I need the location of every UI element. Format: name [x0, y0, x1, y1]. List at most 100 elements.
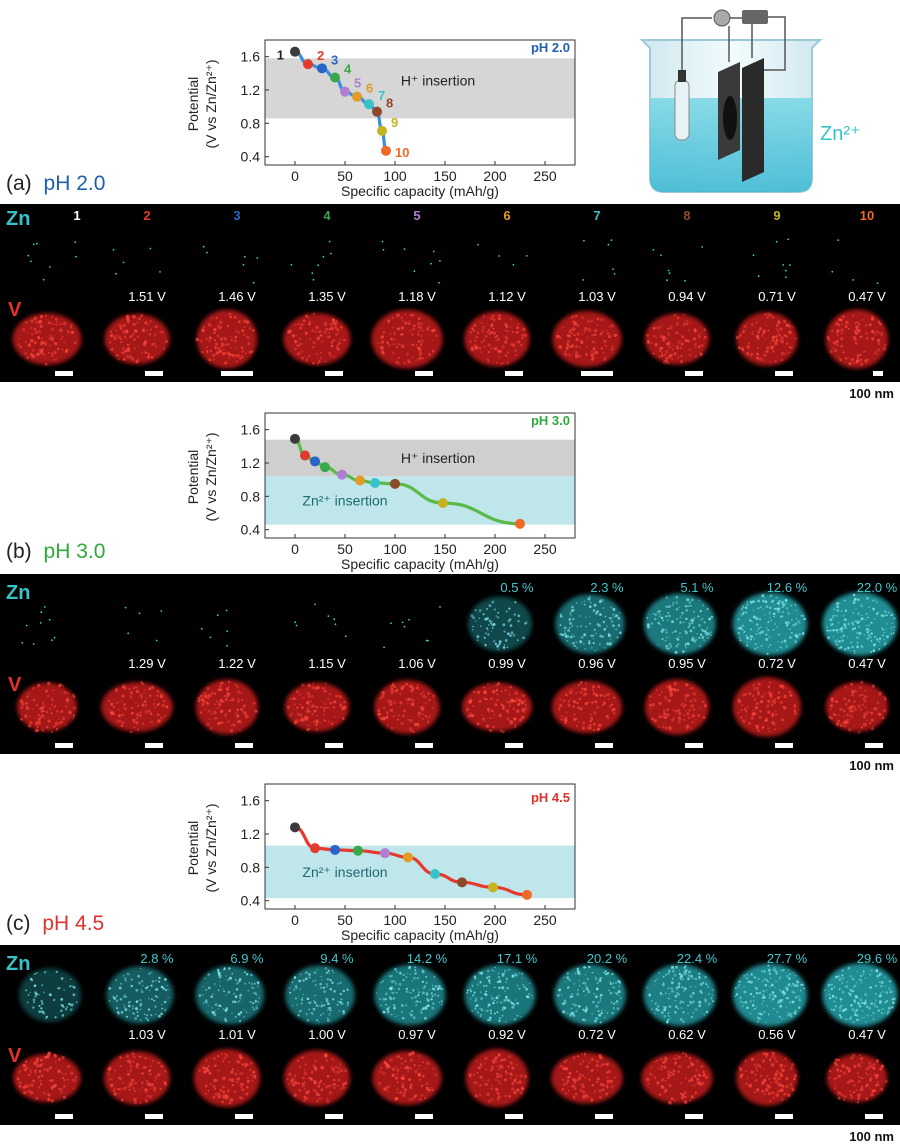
panel-a-label: (a) pH 2.0 [6, 172, 105, 196]
panel-b-label: (b) pH 3.0 [6, 540, 105, 564]
strip-c-v-map-10 [826, 1053, 888, 1104]
strip-c-zn-percent-2: 2.8 % [140, 951, 174, 966]
strip-a-voltage-7: 1.03 V [578, 289, 616, 304]
strip-c-zn-percent-6: 17.1 % [497, 951, 538, 966]
plot-b-xtick-1: 50 [337, 541, 353, 557]
strip-a-v-map-9 [735, 312, 798, 366]
plot-a-point-1 [290, 46, 300, 57]
strip-c-v-map-3 [193, 1049, 261, 1107]
strip-a-number-2: 2 [143, 208, 150, 223]
strip-c-zn-map-10 [822, 963, 898, 1027]
plot-a-point-2 [303, 59, 313, 70]
plot-c-ylabel-2: (V vs Zn/Zn²⁺) [203, 803, 219, 892]
plot-c-frame [264, 783, 576, 910]
strip-a-v-map-10 [825, 309, 889, 369]
strip-a-zn-map-5 [381, 240, 441, 284]
plot-c-yticks: 0.4 0.8 1.2 1.6 [241, 793, 269, 909]
strip-b-scalebar-6 [505, 743, 523, 748]
strip-b-voltage-10: 0.47 V [848, 656, 886, 671]
strip-a-scalebar-5 [415, 371, 433, 376]
strip-a-voltage-5: 1.18 V [398, 289, 436, 304]
plot-a-point-label-4: 4 [344, 62, 352, 77]
strip-a-voltage-3: 1.46 V [218, 289, 256, 304]
strip-c-voltage-10: 0.47 V [848, 1027, 886, 1042]
strip-b-v-map-9 [732, 677, 802, 737]
plot-c-point-1 [290, 822, 300, 833]
plot-a-ylabel-1: Potential [185, 77, 201, 131]
strip-b-scalebar-9 [775, 743, 793, 748]
plot-b-yticks: 0.4 0.8 1.2 1.6 [241, 422, 269, 538]
strip-a-v-map-3 [195, 309, 258, 369]
strip-b-zn-map-8 [644, 593, 716, 655]
strip-a: Zn V 1 2 1.51 V 3 1.46 V 4 1.35 V 5 1.18 V 6 1.12 … [0, 204, 900, 382]
strip-a-zn-map-3 [202, 245, 259, 284]
strip-a-scalebar-1 [55, 371, 73, 376]
panel-b-letter: (b) [6, 540, 32, 563]
strip-c-zn-map-4 [285, 965, 355, 1025]
strip-b-zn-map-6 [468, 596, 532, 652]
plot-b-ytick-1: 0.8 [241, 488, 261, 504]
plot-c-point-9 [488, 882, 498, 893]
strip-a-number-8: 8 [683, 208, 690, 223]
plot-b-band-label-0: H⁺ insertion [401, 450, 475, 466]
strip-a-voltage-4: 1.35 V [308, 289, 346, 304]
plot-b-point-10 [515, 518, 525, 529]
plot-b-frame [264, 412, 576, 539]
strip-a-v-map-8 [644, 313, 710, 365]
plot-a-points [290, 46, 391, 156]
strip-a-scalebar-6 [505, 371, 523, 376]
plot-a-point-10 [381, 145, 391, 156]
strip-b-scalebar-2 [145, 743, 163, 748]
plot-b-xtick-2: 100 [383, 541, 407, 557]
plot-a: H⁺ insertion 0.40.81.21.6 0 50 100 150 200 25… [185, 39, 576, 199]
plot-b-ylabel-2: (V vs Zn/Zn²⁺) [203, 432, 219, 521]
panel-a-ph: pH 2.0 [43, 172, 106, 195]
strip-a-scalebar-7 [581, 371, 613, 376]
strip-a-v-map-1 [12, 313, 82, 366]
plot-a-xtick-0: 0 [291, 168, 299, 184]
strip-b-zn-percent-9: 12.6 % [767, 580, 808, 595]
strip-a-voltage-9: 0.71 V [758, 289, 796, 304]
strip-b-zn-map-3 [200, 609, 229, 647]
strip-c-v-map-5 [372, 1051, 442, 1105]
plot-a-point-label-1: 1 [277, 48, 284, 63]
strip-c-v-tag: V [8, 1045, 22, 1067]
strip-a-number-3: 3 [233, 208, 240, 223]
plot-a-point-label-2: 2 [317, 48, 324, 63]
strip-b-v-tag: V [8, 674, 22, 696]
plot-c-point-2 [310, 843, 320, 854]
plot-c-ytick-3: 1.6 [241, 793, 261, 809]
strip-b-scalebar-8 [685, 743, 703, 748]
plot-a-xlabel: Specific capacity (mAh/g) [341, 183, 499, 199]
scale-label-a: 100 nm [849, 386, 894, 401]
plot-a-frame [264, 39, 576, 166]
strip-c-zn-map-6 [464, 964, 536, 1026]
strip-c-voltage-3: 1.01 V [218, 1027, 256, 1042]
strip-b-scalebar-1 [55, 743, 73, 748]
strip-b-v-map-2 [101, 681, 173, 733]
plot-b-ylabel-1: Potential [185, 450, 201, 504]
plot-a-point-label-8: 8 [386, 96, 393, 111]
strip-b-zn-map-4 [294, 603, 347, 638]
plot-a-point-label-10: 10 [395, 145, 409, 160]
strip-a-number-4: 4 [323, 208, 331, 223]
strip-b: Zn V 1.29 V 1.22 V 1.15 V 1.06 V 0.5 % 0.99 V… [0, 574, 900, 754]
strip-a-v-map-7 [552, 310, 622, 368]
strip-c-zn-map-3 [195, 965, 265, 1025]
plot-b-ytick-0: 0.4 [241, 522, 261, 538]
strip-a-scalebar-10 [873, 371, 883, 376]
plot-b-ytick-2: 1.2 [241, 455, 261, 471]
strip-c-v-map-6 [465, 1048, 529, 1108]
plot-c-point-10 [522, 889, 532, 900]
plot-b-xtick-5: 250 [533, 541, 557, 557]
strip-c-scalebar-6 [505, 1114, 523, 1119]
plot-c-point-8 [457, 877, 467, 888]
strip-c-zn-percent-8: 22.4 % [677, 951, 718, 966]
plot-c-xtick-1: 50 [337, 912, 353, 928]
strip-a-scalebar-4 [325, 371, 343, 376]
strip-c-voltage-8: 0.62 V [668, 1027, 706, 1042]
plot-c-ytick-2: 1.2 [241, 826, 261, 842]
strip-c-scalebar-2 [145, 1114, 163, 1119]
strip-b-v-map-6 [462, 682, 532, 734]
plot-a-point-labels: 1 2 345 6 7 8 9 10 [277, 48, 410, 160]
